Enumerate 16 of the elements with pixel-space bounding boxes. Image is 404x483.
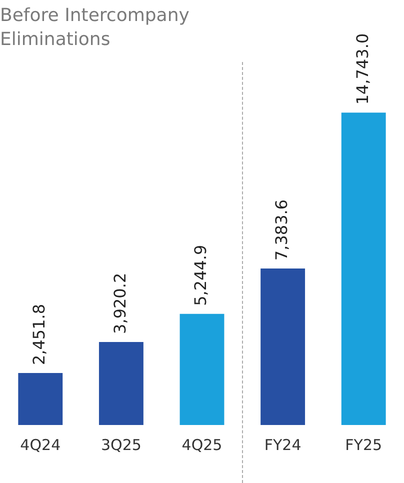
x-tick-label: 4Q24 — [20, 436, 61, 454]
x-tick-label: FY24 — [264, 436, 302, 454]
data-label: 2,451.8 — [30, 304, 49, 366]
data-label: 14,743.0 — [352, 33, 372, 105]
bar — [180, 314, 224, 425]
chart-subtitle: Before Intercompany Eliminations — [0, 4, 190, 52]
data-label: 5,244.9 — [191, 244, 210, 306]
data-label: 3,920.2 — [110, 272, 130, 334]
x-tick-label: 3Q25 — [100, 436, 142, 454]
x-tick-label: 4Q25 — [182, 436, 222, 454]
bar — [98, 342, 144, 425]
bar — [260, 268, 306, 425]
data-label: 7,383.6 — [272, 199, 291, 261]
x-tick-label: FY25 — [345, 436, 382, 454]
bar — [341, 112, 386, 425]
bar — [18, 373, 63, 425]
